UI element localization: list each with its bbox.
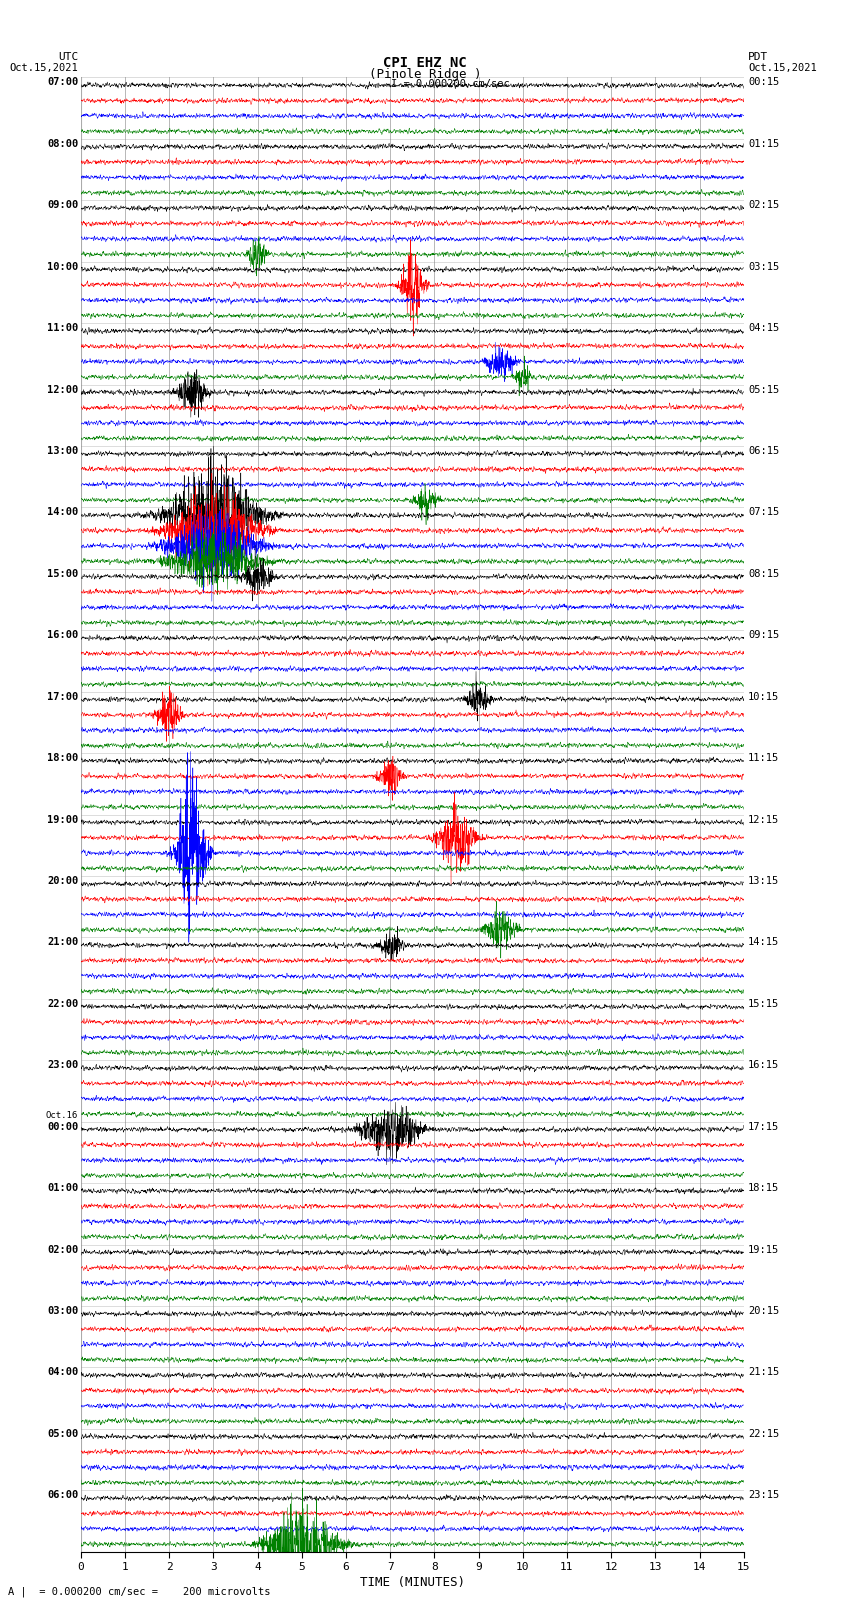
Text: 11:00: 11:00 — [47, 323, 78, 334]
Text: 05:15: 05:15 — [748, 384, 779, 395]
Text: 17:15: 17:15 — [748, 1121, 779, 1132]
Text: 02:00: 02:00 — [47, 1245, 78, 1255]
X-axis label: TIME (MINUTES): TIME (MINUTES) — [360, 1576, 465, 1589]
Text: 12:00: 12:00 — [47, 384, 78, 395]
Text: 00:15: 00:15 — [748, 77, 779, 87]
Text: 00:00: 00:00 — [47, 1121, 78, 1132]
Text: PDT: PDT — [748, 52, 768, 61]
Text: 13:00: 13:00 — [47, 447, 78, 456]
Text: 17:00: 17:00 — [47, 692, 78, 702]
Text: 01:15: 01:15 — [748, 139, 779, 148]
Text: 08:00: 08:00 — [47, 139, 78, 148]
Text: 19:15: 19:15 — [748, 1245, 779, 1255]
Text: 16:00: 16:00 — [47, 631, 78, 640]
Text: 14:00: 14:00 — [47, 508, 78, 518]
Text: 01:00: 01:00 — [47, 1184, 78, 1194]
Text: 19:00: 19:00 — [47, 815, 78, 824]
Text: 23:15: 23:15 — [748, 1490, 779, 1500]
Text: Oct.15,2021: Oct.15,2021 — [9, 63, 78, 73]
Text: Oct.15,2021: Oct.15,2021 — [748, 63, 817, 73]
Text: 21:15: 21:15 — [748, 1368, 779, 1378]
Text: 04:15: 04:15 — [748, 323, 779, 334]
Text: I = 0.000200 cm/sec: I = 0.000200 cm/sec — [391, 79, 510, 89]
Text: 07:15: 07:15 — [748, 508, 779, 518]
Text: 14:15: 14:15 — [748, 937, 779, 947]
Text: 20:15: 20:15 — [748, 1307, 779, 1316]
Text: 20:00: 20:00 — [47, 876, 78, 886]
Text: 13:15: 13:15 — [748, 876, 779, 886]
Text: 16:15: 16:15 — [748, 1060, 779, 1071]
Text: 11:15: 11:15 — [748, 753, 779, 763]
Text: 15:15: 15:15 — [748, 998, 779, 1008]
Text: 03:00: 03:00 — [47, 1307, 78, 1316]
Text: (Pinole Ridge ): (Pinole Ridge ) — [369, 68, 481, 81]
Text: 22:15: 22:15 — [748, 1429, 779, 1439]
Text: 06:15: 06:15 — [748, 447, 779, 456]
Text: 10:15: 10:15 — [748, 692, 779, 702]
Text: 06:00: 06:00 — [47, 1490, 78, 1500]
Text: 18:15: 18:15 — [748, 1184, 779, 1194]
Text: UTC: UTC — [58, 52, 78, 61]
Text: 03:15: 03:15 — [748, 261, 779, 271]
Text: 09:00: 09:00 — [47, 200, 78, 210]
Text: 10:00: 10:00 — [47, 261, 78, 271]
Text: 15:00: 15:00 — [47, 569, 78, 579]
Text: 09:15: 09:15 — [748, 631, 779, 640]
Text: 05:00: 05:00 — [47, 1429, 78, 1439]
Text: 22:00: 22:00 — [47, 998, 78, 1008]
Text: 12:15: 12:15 — [748, 815, 779, 824]
Text: A |  = 0.000200 cm/sec =    200 microvolts: A | = 0.000200 cm/sec = 200 microvolts — [8, 1586, 271, 1597]
Text: 21:00: 21:00 — [47, 937, 78, 947]
Text: 18:00: 18:00 — [47, 753, 78, 763]
Text: Oct.16: Oct.16 — [46, 1111, 78, 1119]
Text: 02:15: 02:15 — [748, 200, 779, 210]
Text: 23:00: 23:00 — [47, 1060, 78, 1071]
Text: CPI EHZ NC: CPI EHZ NC — [383, 56, 467, 71]
Text: 07:00: 07:00 — [47, 77, 78, 87]
Text: 04:00: 04:00 — [47, 1368, 78, 1378]
Text: 08:15: 08:15 — [748, 569, 779, 579]
